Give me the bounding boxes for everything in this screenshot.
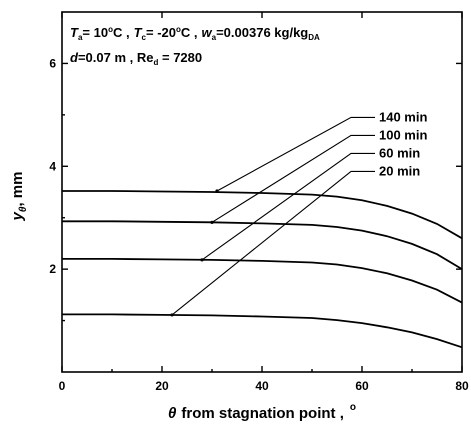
x-tick-label: 0 bbox=[59, 379, 66, 393]
re-value: = 7280 bbox=[158, 50, 202, 65]
x-axis-symbol: θ bbox=[168, 405, 177, 422]
tc-symbol: T bbox=[134, 25, 143, 40]
wa-unit-subscript: DA bbox=[308, 33, 320, 42]
wa-value: =0.00376 kg/kg bbox=[216, 25, 308, 40]
x-axis-text: from stagnation point , bbox=[181, 405, 344, 422]
y-tick-label: 6 bbox=[49, 56, 56, 70]
series-leaders bbox=[170, 116, 375, 317]
y-axis-subscript: θ bbox=[18, 206, 29, 212]
series-leader-100-min bbox=[211, 134, 375, 223]
x-tick-label: 80 bbox=[455, 379, 469, 393]
y-axis-unit: , mm bbox=[9, 172, 26, 207]
series-line-100-min bbox=[62, 220, 463, 270]
wa-symbol: w bbox=[202, 25, 213, 40]
series-label-100-min: 100 min bbox=[379, 127, 427, 142]
series-leader-140-min bbox=[216, 116, 375, 192]
series-labels: 140 min 100 min 60 min 20 min bbox=[379, 109, 427, 178]
series-leader-dot-60-min bbox=[200, 258, 204, 262]
re-subscript: d bbox=[153, 58, 158, 67]
x-tick-label: 60 bbox=[355, 379, 369, 393]
series-label-20-min: 20 min bbox=[379, 163, 420, 178]
ta-subscript: a bbox=[78, 33, 83, 42]
y-axis-symbol: y bbox=[9, 211, 26, 221]
axis-ticks bbox=[61, 12, 463, 372]
series-label-60-min: 60 min bbox=[379, 145, 420, 160]
x-axis-unit: o bbox=[350, 402, 356, 413]
ta-value: = 10 bbox=[82, 25, 108, 40]
y-tick-label: 4 bbox=[49, 159, 56, 173]
ta-symbol: T bbox=[70, 25, 79, 40]
wa-subscript: a bbox=[212, 33, 217, 42]
x-tick-label: 40 bbox=[255, 379, 269, 393]
tc-value: = -20 bbox=[146, 25, 176, 40]
ta-celsius: C , bbox=[113, 25, 130, 40]
series-curves bbox=[62, 190, 463, 349]
series-leader-dot-100-min bbox=[210, 220, 214, 224]
series-line-140-min bbox=[62, 190, 463, 240]
tc-degree: o bbox=[176, 25, 181, 34]
series-leader-dot-20-min bbox=[170, 313, 174, 317]
d-symbol: d bbox=[70, 50, 79, 65]
y-tick-label: 2 bbox=[49, 262, 56, 276]
series-leader-dot-140-min bbox=[215, 189, 219, 193]
x-tick-label: 20 bbox=[155, 379, 169, 393]
y-axis-label: yθ, mm bbox=[9, 172, 29, 222]
series-leader-60-min bbox=[201, 152, 375, 261]
tc-celsius: C , bbox=[181, 25, 198, 40]
condition-annotation-line2: d=0.07 m , Red = 7280 bbox=[70, 50, 202, 67]
series-line-20-min bbox=[62, 313, 463, 349]
condition-annotation-line1: Ta= 10oC , Tc= -20oC , wa=0.00376 kg/kgDA bbox=[70, 25, 320, 42]
tick-labels: 0 20 40 60 80 2 4 6 bbox=[49, 56, 469, 393]
series-leader-20-min bbox=[171, 170, 375, 316]
series-line-60-min bbox=[62, 258, 463, 304]
tc-subscript: c bbox=[142, 33, 147, 42]
d-value: =0.07 m , Re bbox=[78, 50, 154, 65]
x-axis-label: θ from stagnation point , o bbox=[168, 402, 356, 422]
ta-degree: o bbox=[108, 25, 113, 34]
series-label-140-min: 140 min bbox=[379, 109, 427, 124]
